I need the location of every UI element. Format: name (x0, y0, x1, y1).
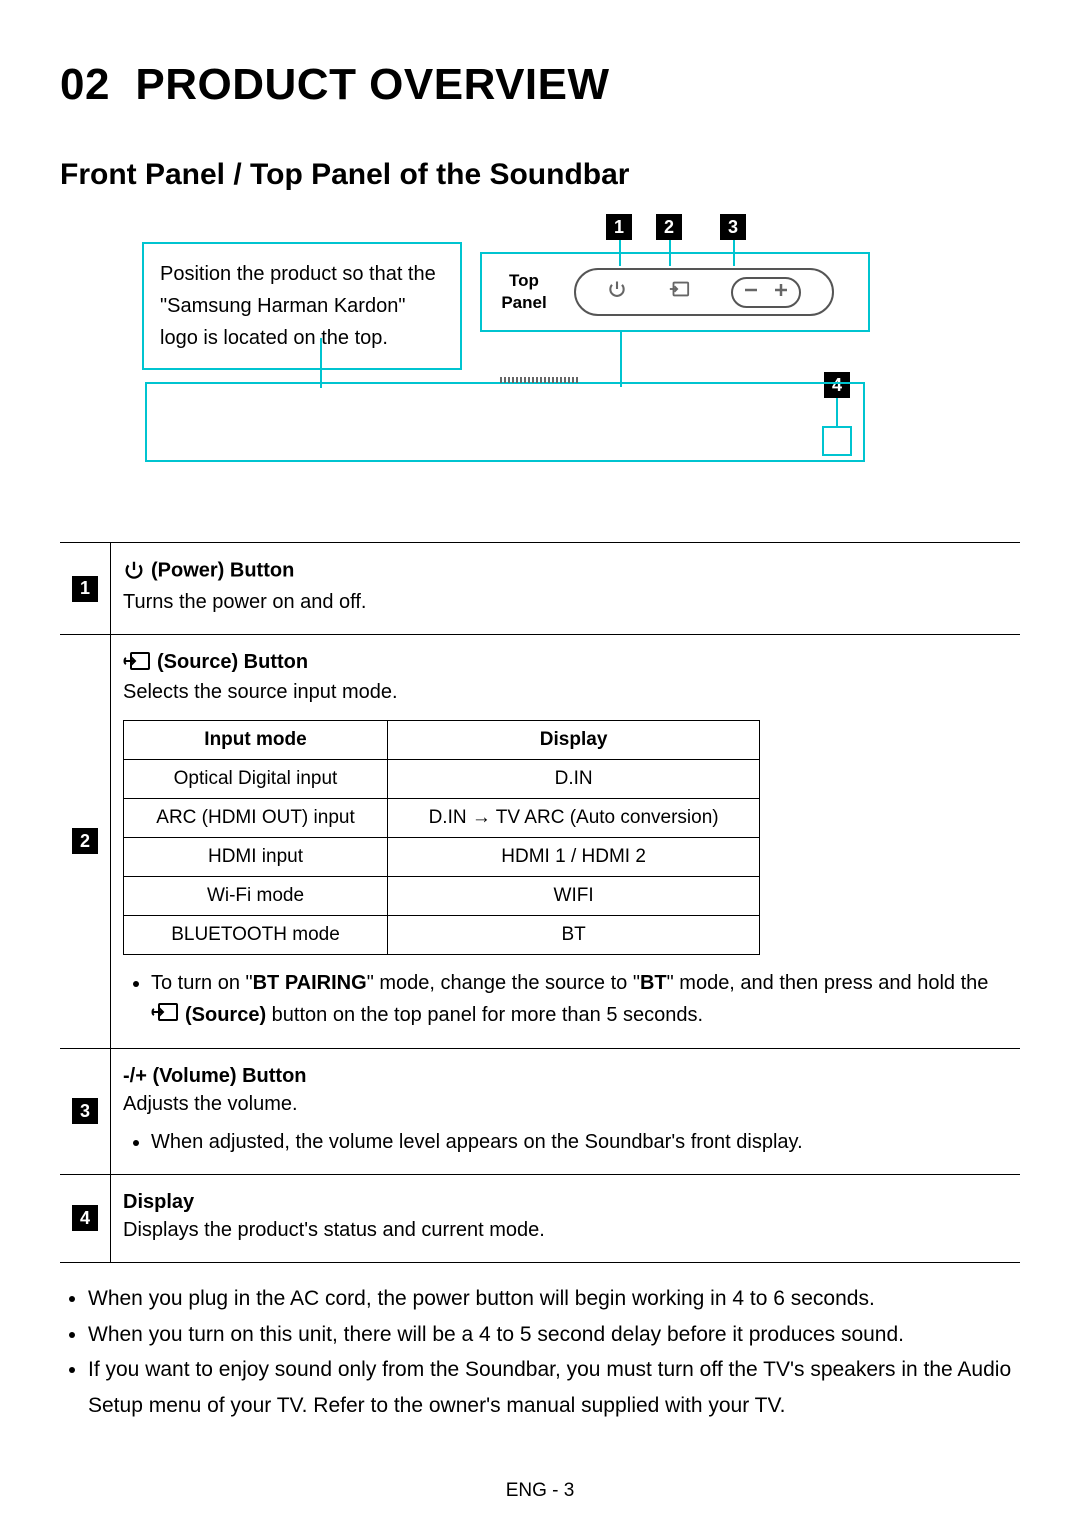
row-marker: 4 (72, 1205, 98, 1231)
callout-line (669, 240, 671, 266)
volume-group-illustration (731, 277, 801, 308)
top-panel-callout: Top Panel (480, 252, 870, 332)
led-strip (500, 377, 580, 383)
section-title: Front Panel / Top Panel of the Soundbar (60, 158, 1020, 192)
note-item: If you want to enjoy sound only from the… (88, 1352, 1020, 1423)
minus-icon (743, 281, 759, 304)
table-row: 1 (Power) Button Turns the power on and … (60, 543, 1020, 635)
row-title: Display (123, 1191, 194, 1213)
power-icon (607, 279, 627, 305)
mode-header: Input mode (124, 721, 388, 760)
mode-cell: ARC (HDMI OUT) input (124, 799, 388, 838)
mode-cell: WIFI (388, 877, 760, 916)
mode-cell: BT (388, 916, 760, 955)
callout-line (320, 338, 322, 388)
power-icon (123, 559, 145, 586)
mode-cell: Wi-Fi mode (124, 877, 388, 916)
product-diagram: Position the product so that the "Samsun… (60, 222, 1020, 502)
feature-table: 1 (Power) Button Turns the power on and … (60, 542, 1020, 1263)
mode-header: Display (388, 721, 760, 760)
soundbar-outline (145, 382, 865, 462)
callout-line (619, 240, 621, 266)
source-icon (668, 280, 690, 304)
callout-line (733, 240, 735, 266)
chapter-name: PRODUCT OVERVIEW (135, 60, 609, 109)
mode-cell: HDMI 1 / HDMI 2 (388, 838, 760, 877)
volume-note: When adjusted, the volume level appears … (151, 1126, 1008, 1158)
marker-2: 2 (656, 214, 682, 240)
row-desc: Selects the source input mode. (123, 676, 1008, 708)
row-marker: 3 (72, 1098, 98, 1124)
mode-cell: HDMI input (124, 838, 388, 877)
button-panel-illustration (574, 268, 834, 316)
source-icon (151, 1000, 179, 1032)
source-icon (123, 651, 151, 676)
note-item: When you plug in the AC cord, the power … (88, 1281, 1020, 1317)
bt-pairing-note: To turn on "BT PAIRING" mode, change the… (151, 967, 1008, 1032)
page-footer: ENG - 3 (0, 1480, 1080, 1502)
plus-icon (773, 281, 789, 304)
position-note: Position the product so that the "Samsun… (142, 242, 462, 370)
chapter-title: 02 PRODUCT OVERVIEW (60, 60, 1020, 110)
top-panel-label: Top Panel (494, 270, 554, 314)
marker-3: 3 (720, 214, 746, 240)
row-desc: Displays the product's status and curren… (123, 1214, 1008, 1246)
table-row: 2 (Source) Button Selects the source inp… (60, 635, 1020, 1049)
row-title: -/+ (Volume) Button (123, 1065, 307, 1087)
mode-cell: D.IN → TV ARC (Auto conversion) (388, 799, 760, 838)
callout-line (620, 332, 622, 387)
table-row: 3 -/+ (Volume) Button Adjusts the volume… (60, 1048, 1020, 1174)
marker-1: 1 (606, 214, 632, 240)
chapter-number: 02 (60, 60, 110, 109)
row-desc: Turns the power on and off. (123, 586, 1008, 618)
note-item: When you turn on this unit, there will b… (88, 1317, 1020, 1353)
table-row: 4 Display Displays the product's status … (60, 1174, 1020, 1262)
row-desc: Adjusts the volume. (123, 1088, 1008, 1120)
mode-cell: BLUETOOTH mode (124, 916, 388, 955)
input-mode-table: Input mode Display Optical Digital input… (123, 720, 760, 955)
mode-cell: D.IN (388, 760, 760, 799)
display-callout-box (822, 426, 852, 456)
bottom-notes: When you plug in the AC cord, the power … (60, 1281, 1020, 1424)
row-title: (Power) Button (151, 560, 294, 582)
row-marker: 1 (72, 576, 98, 602)
row-title: (Source) Button (157, 651, 308, 673)
row-marker: 2 (72, 828, 98, 854)
mode-cell: Optical Digital input (124, 760, 388, 799)
